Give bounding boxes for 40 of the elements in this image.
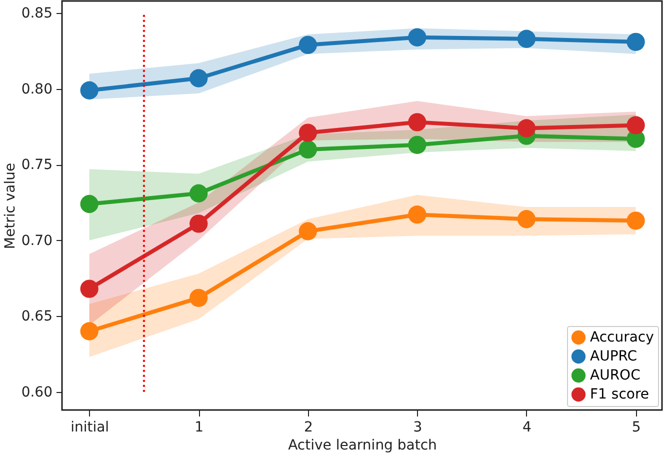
- point: [298, 140, 317, 159]
- x-axis-title: Active learning batch: [288, 438, 437, 454]
- point: [80, 194, 98, 214]
- point: [408, 136, 426, 154]
- y-tick-label: 0.85: [21, 6, 52, 22]
- x-tick-label: 1: [194, 420, 204, 436]
- point: [626, 212, 645, 230]
- point: [408, 113, 426, 132]
- legend-label: Accuracy: [590, 330, 654, 346]
- y-axis-title: Metric value: [2, 162, 18, 250]
- point: [80, 81, 98, 100]
- y-tick-label: 0.60: [21, 384, 52, 400]
- point: [626, 32, 645, 51]
- x-tick-label: 2: [304, 420, 313, 436]
- y-tick-label: 0.75: [21, 157, 52, 174]
- y-tick-label: 0.80: [21, 81, 52, 98]
- point: [298, 36, 317, 54]
- y-tick-label: 0.70: [21, 232, 52, 249]
- point: [190, 69, 208, 88]
- point: [408, 28, 426, 46]
- point: [517, 210, 536, 228]
- point: [408, 206, 426, 224]
- legend-label: AUROC: [590, 368, 641, 384]
- point: [80, 280, 98, 298]
- legend-label: AUPRC: [590, 348, 638, 364]
- point: [626, 116, 645, 134]
- x-tick-label: 3: [413, 420, 422, 436]
- point: [190, 214, 208, 233]
- x-tick-label: 5: [632, 420, 641, 436]
- point: [517, 119, 536, 138]
- x-tick-label: 4: [522, 420, 532, 436]
- point: [298, 222, 317, 240]
- point: [298, 124, 317, 142]
- x-tick-label: initial: [70, 420, 110, 436]
- point: [190, 288, 208, 307]
- point: [517, 30, 536, 48]
- point: [190, 184, 208, 202]
- y-tick-label: 0.65: [21, 308, 52, 325]
- point: [80, 322, 98, 340]
- legend-label: F1 score: [590, 386, 650, 402]
